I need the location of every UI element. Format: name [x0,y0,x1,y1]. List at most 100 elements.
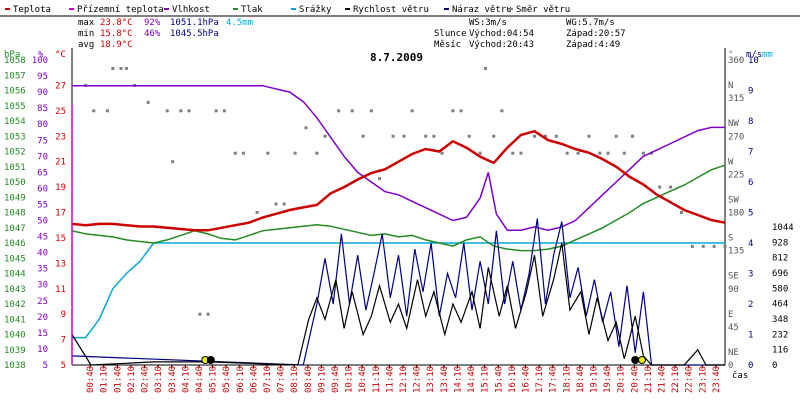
wind-dir-point [614,134,618,138]
moon-set: Západ:4:49 [566,40,620,50]
wind-dir-point [723,244,727,248]
pct-tick-label: 100 [32,56,48,66]
legend-label: Tlak [241,5,263,15]
stat-max-temp: 23.8°C [100,18,133,28]
wind-dir-point [323,134,327,138]
degc-tick-label: 11 [55,285,66,295]
wind-dir-point [451,109,455,113]
hpa-tick-label: 1050 [4,178,26,188]
wind-dir-point [274,202,278,206]
sun-rise: Východ:04:54 [469,29,534,39]
legend: Teplota Přízemní teplota Vlhkost Tlak Srážky… [0,5,800,17]
wind-dir-point [432,134,436,138]
stat-min-press: 1045.5hPa [170,29,219,39]
pct-tick-label: 75 [37,136,48,146]
wind-dir-point [519,151,523,155]
stat-min-label: min [78,29,94,39]
ms-tick-label: 4 [748,239,753,249]
moonrise-marker [631,356,640,364]
wind-dir-point [92,109,96,113]
hpa-tick-label: 1042 [4,300,26,310]
wind-dir-point [410,109,414,113]
x-tick-label: 09:40 [331,366,341,393]
mm-tick-label: 116 [772,346,788,356]
pct-tick-label: 65 [37,168,48,178]
pct-tick-label: 20 [37,313,48,323]
x-tick-label: 16:40 [521,366,531,393]
wind-dir-point [669,185,673,189]
dir-tick-label: SE [728,272,739,282]
dir-tick-label: SW [728,195,739,205]
hpa-tick-label: 1056 [4,87,26,97]
wind-dir-point [179,109,183,113]
x-tick-label: 07:10 [263,366,273,393]
ms-tick-label: 0 [748,361,753,371]
wind-dir-point [690,244,694,248]
x-tick-label: 15:10 [481,366,491,393]
wind-dir-point [146,100,150,104]
mm-tick-label: 0 [772,361,777,371]
chart-title: 8.7.2009 [370,51,423,64]
legend-label: Směr větru [516,5,570,15]
x-tick-label: 21:40 [658,366,668,393]
humidity-line [72,84,725,231]
hpa-tick-label: 1046 [4,239,26,249]
ms-tick-label: 8 [748,117,753,127]
ms-tick-label: 2 [748,300,753,310]
wind-gust-line [71,218,725,366]
dir-tick-label: 135 [728,247,744,257]
wind-dir-point [402,134,406,138]
wind-dir-point [679,211,683,214]
x-tick-label: 20:10 [617,366,627,393]
x-tick-label: 08:10 [290,366,300,393]
legend-label: Vlhkost [172,5,210,15]
mm-tick-label: 696 [772,269,788,279]
degc-tick-label: 7 [61,336,66,346]
hpa-tick-label: 1051 [4,163,26,173]
wind-dir-point [233,151,237,155]
pct-tick-label: 70 [37,152,48,162]
x-tick-label: 19:10 [589,366,599,393]
mm-tick-label: 1044 [772,223,794,233]
x-tick-label: 19:40 [603,366,613,393]
dir-tick-label: 270 [728,132,744,142]
legend-label: Teplota [13,5,51,15]
wind-dir-point [424,134,428,138]
wind-dir-point [266,151,270,155]
dir-tick-label: 90 [728,285,739,295]
hpa-tick-label: 1043 [4,285,26,295]
x-tick-label: 09:10 [317,366,327,393]
x-tick-label: 18:10 [562,366,572,393]
pct-tick-label: 45 [37,233,48,243]
pct-tick-label: 60 [37,184,48,194]
x-tick-label: 07:40 [277,366,287,393]
wind-dir-point [543,134,547,138]
wind-gust-avg: WG:5.7m/s [566,18,615,28]
dir-tick-label: N [728,81,733,91]
moon-rise: Východ:20:43 [469,40,534,50]
wind-dir-point [361,134,365,138]
ms-tick-label: 3 [748,270,753,280]
x-tick-label: 22:40 [685,366,695,393]
unit-mm: mm [762,50,773,60]
wind-dir-point [241,151,245,155]
x-tick-label: 12:10 [399,366,409,393]
wind-dir-point [198,312,202,316]
x-tick-label: 05:10 [209,366,219,393]
x-tick-label: 14:40 [467,366,477,393]
degc-tick-label: 9 [61,310,66,320]
x-tick-label: 02:10 [127,366,137,393]
mm-tick-label: 232 [772,330,788,340]
wind-dir-point [111,66,115,70]
hpa-tick-label: 1038 [4,361,26,371]
wind-dir-point [315,151,319,155]
degc-tick-label: 27 [55,81,66,91]
wind-dir-point [511,151,515,155]
wind-dir-point [622,151,626,155]
ms-tick-label: 6 [748,178,753,188]
ms-tick-label: 9 [748,87,753,97]
wind-dir-point [369,109,373,113]
stat-min-temp: 15.8°C [100,29,133,39]
